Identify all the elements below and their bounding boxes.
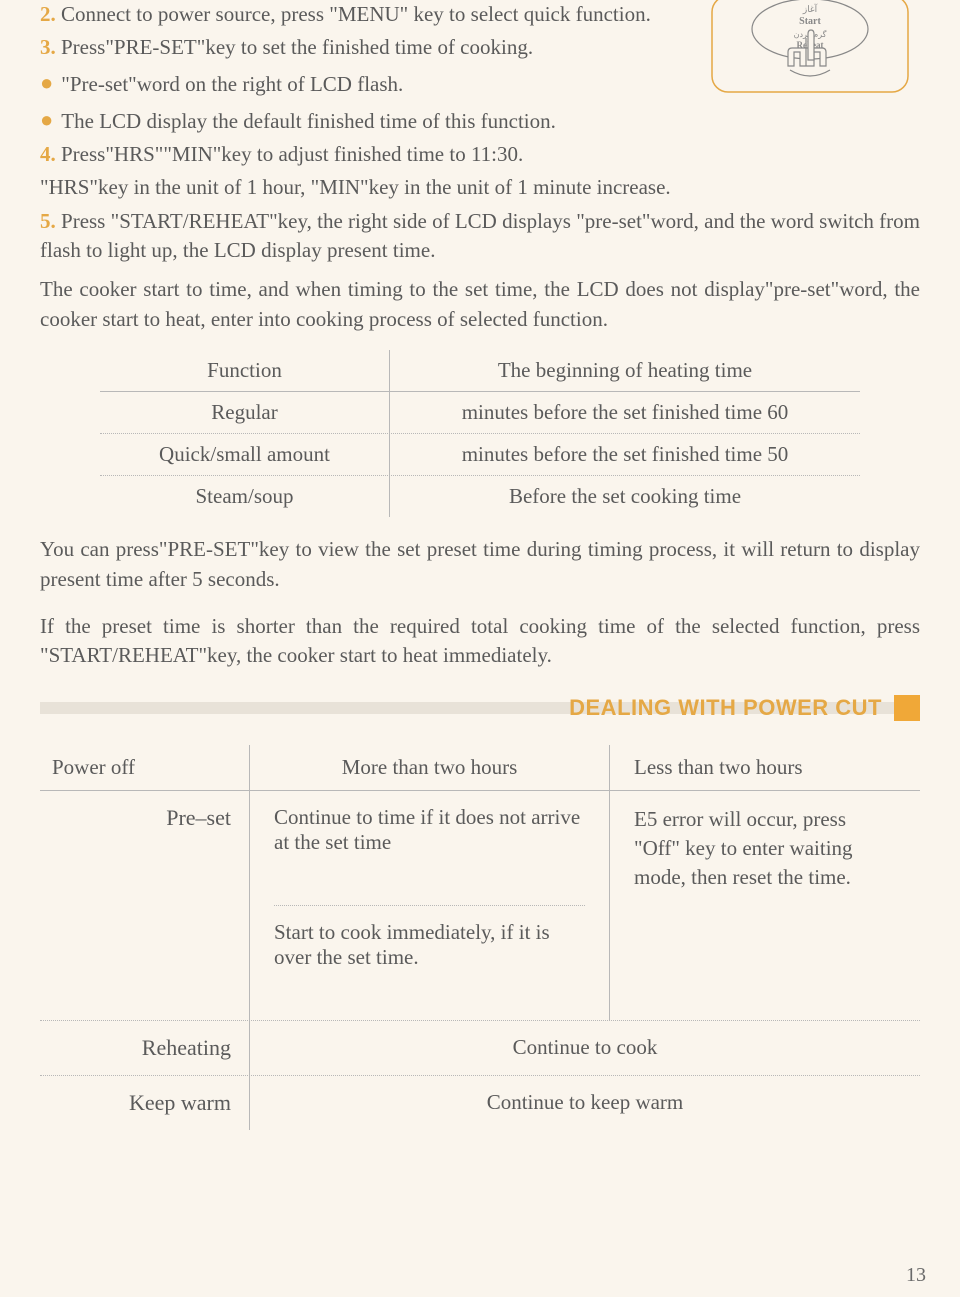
table-row: Steam/soup Before the set cooking time — [100, 476, 860, 517]
td: Continue to keep warm — [250, 1076, 920, 1130]
td: Before the set cooking time — [390, 476, 860, 517]
td: minutes before the set finished time 60 — [390, 392, 860, 433]
paragraph-3: If the preset time is shorter than the r… — [40, 612, 920, 671]
section-header: DEALING WITH POWER CUT — [40, 693, 920, 723]
th-function: Function — [100, 350, 390, 391]
paragraph-1: The cooker start to time, and when timin… — [40, 275, 920, 334]
step-4: 4. Press"HRS""MIN"key to adjust finished… — [40, 140, 920, 169]
td: Continue to cook — [250, 1021, 920, 1075]
step-num: 3. — [40, 35, 56, 59]
bullet-text: The LCD display the default finished tim… — [61, 106, 556, 138]
th-lessthan: Less than two hours — [610, 745, 920, 790]
start-button-illustration: آغاز Start گرم کردن Reheat — [710, 0, 910, 94]
table-row: Quick/small amount minutes before the se… — [100, 434, 860, 476]
step-text: Press"PRE-SET"key to set the finished ti… — [61, 35, 533, 59]
table-header: Function The beginning of heating time — [100, 350, 860, 392]
step-text: Connect to power source, press "MENU" ke… — [61, 2, 651, 26]
td: Continue to time if it does not arrive a… — [274, 805, 585, 906]
function-table: Function The beginning of heating time R… — [100, 350, 860, 517]
table-row-keepwarm: Keep warm Continue to keep warm — [40, 1076, 920, 1130]
th-poweroff: Power off — [40, 745, 250, 790]
table-row: Regular minutes before the set finished … — [100, 392, 860, 434]
row-label-reheating: Reheating — [40, 1021, 249, 1075]
td: Regular — [100, 392, 390, 433]
td: Quick/small amount — [100, 434, 390, 475]
bullet-2: ● The LCD display the default finished t… — [40, 106, 920, 138]
step-text: Press "START/REHEAT"key, the right side … — [40, 209, 920, 262]
page-number: 13 — [906, 1264, 926, 1287]
step-num: 5. — [40, 209, 56, 233]
bullet-icon: ● — [40, 69, 53, 98]
table-row-preset: Pre–set Continue to time if it does not … — [40, 791, 920, 1021]
step-5: 5. Press "START/REHEAT"key, the right si… — [40, 207, 920, 266]
section-title: DEALING WITH POWER CUT — [569, 695, 882, 721]
section-box-icon — [894, 695, 920, 721]
btn-start: Start — [799, 16, 821, 27]
td: Steam/soup — [100, 476, 390, 517]
table-header: Power off More than two hours Less than … — [40, 745, 920, 791]
bullet-text: "Pre-set"word on the right of LCD flash. — [61, 69, 403, 101]
th-heating: The beginning of heating time — [390, 350, 860, 391]
td: minutes before the set finished time 50 — [390, 434, 860, 475]
step-num: 2. — [40, 2, 56, 26]
step-4b: "HRS"key in the unit of 1 hour, "MIN"key… — [40, 173, 920, 202]
th-morethan: More than two hours — [250, 745, 610, 790]
row-label-keepwarm: Keep warm — [40, 1076, 249, 1130]
bullet-icon: ● — [40, 106, 53, 135]
table-row-reheating: Reheating Continue to cook — [40, 1021, 920, 1076]
paragraph-2: You can press"PRE-SET"key to view the se… — [40, 535, 920, 594]
td: E5 error will occur, press "Off" key to … — [610, 791, 920, 1020]
power-cut-table: Power off More than two hours Less than … — [40, 745, 920, 1130]
btn-top-ar: آغاز — [802, 3, 818, 15]
step-text: Press"HRS""MIN"key to adjust finished ti… — [61, 142, 523, 166]
step-num: 4. — [40, 142, 56, 166]
td: Start to cook immediately, if it is over… — [274, 906, 585, 970]
row-label-preset: Pre–set — [40, 791, 249, 845]
